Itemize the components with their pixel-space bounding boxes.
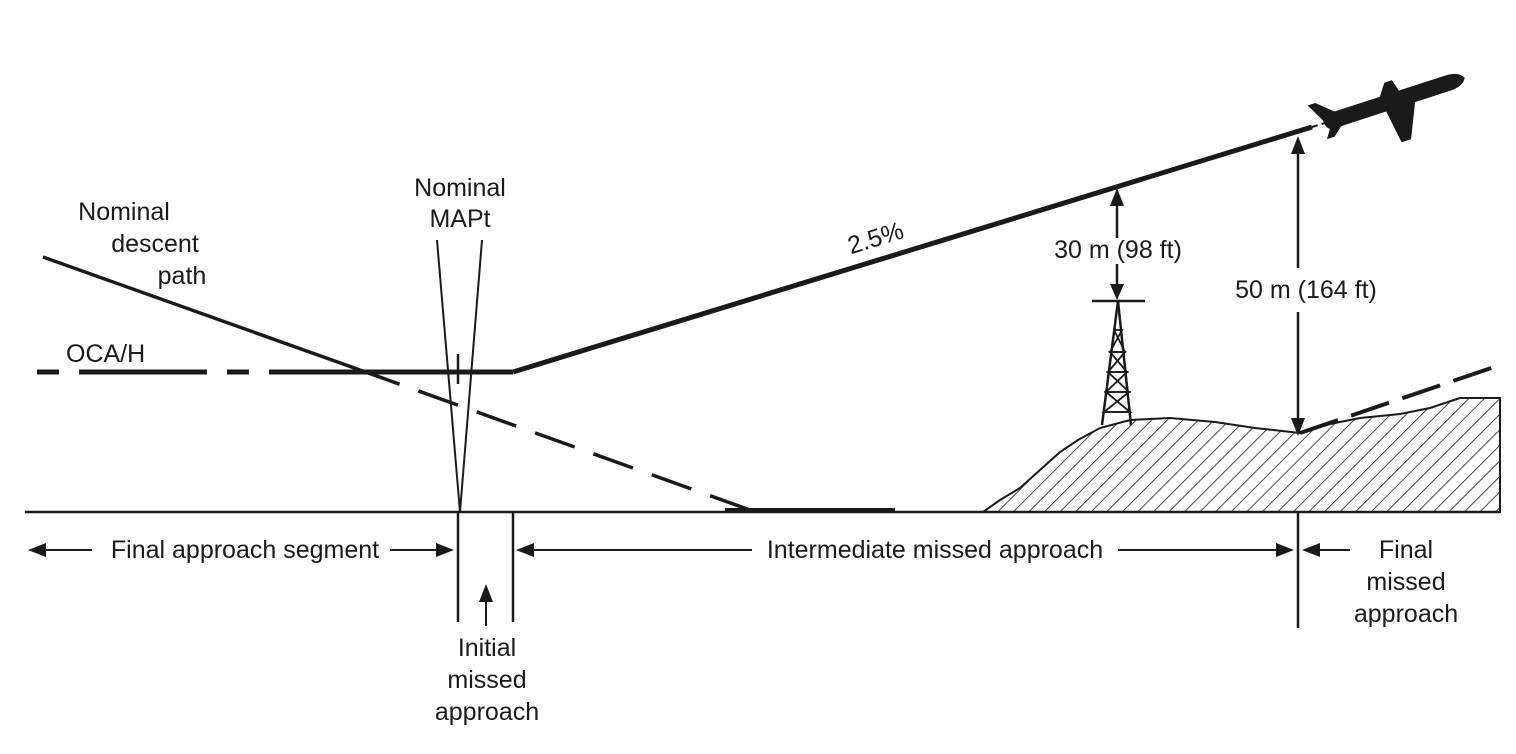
aircraft-icon <box>1307 73 1465 143</box>
clearance-50-label: 50 m (164 ft) <box>1235 276 1377 304</box>
descent-dashed-line <box>359 368 751 512</box>
initial-label-1: Initial <box>458 634 516 662</box>
clearance-30-label: 30 m (98 ft) <box>1054 236 1182 264</box>
descent-label-1: Nominal <box>78 198 170 226</box>
final-missed-label-3: approach <box>1354 600 1458 628</box>
intermediate-label: Intermediate missed approach <box>767 536 1103 564</box>
mapt-tolerance-right <box>459 239 483 513</box>
mapt-label-2: MAPt <box>429 205 490 233</box>
terrain-hatch <box>979 397 1501 513</box>
initial-label-2: missed <box>447 666 526 694</box>
mapt-tolerance-left <box>436 239 461 513</box>
descent-label-3: path <box>158 262 207 290</box>
mapt-label-1: Nominal <box>414 174 506 202</box>
oca-label: OCA/H <box>66 340 145 368</box>
tower-icon <box>1092 299 1145 426</box>
final-missed-label-1: Final <box>1379 536 1433 564</box>
descent-label-2: descent <box>111 230 199 258</box>
climb-gradient-line <box>512 124 1313 375</box>
initial-label-3: approach <box>435 698 539 726</box>
final-missed-label-2: missed <box>1366 568 1445 596</box>
final-missed-climb-line <box>1299 363 1501 435</box>
final-approach-label: Final approach segment <box>111 536 379 564</box>
descent-path-line <box>42 255 361 372</box>
